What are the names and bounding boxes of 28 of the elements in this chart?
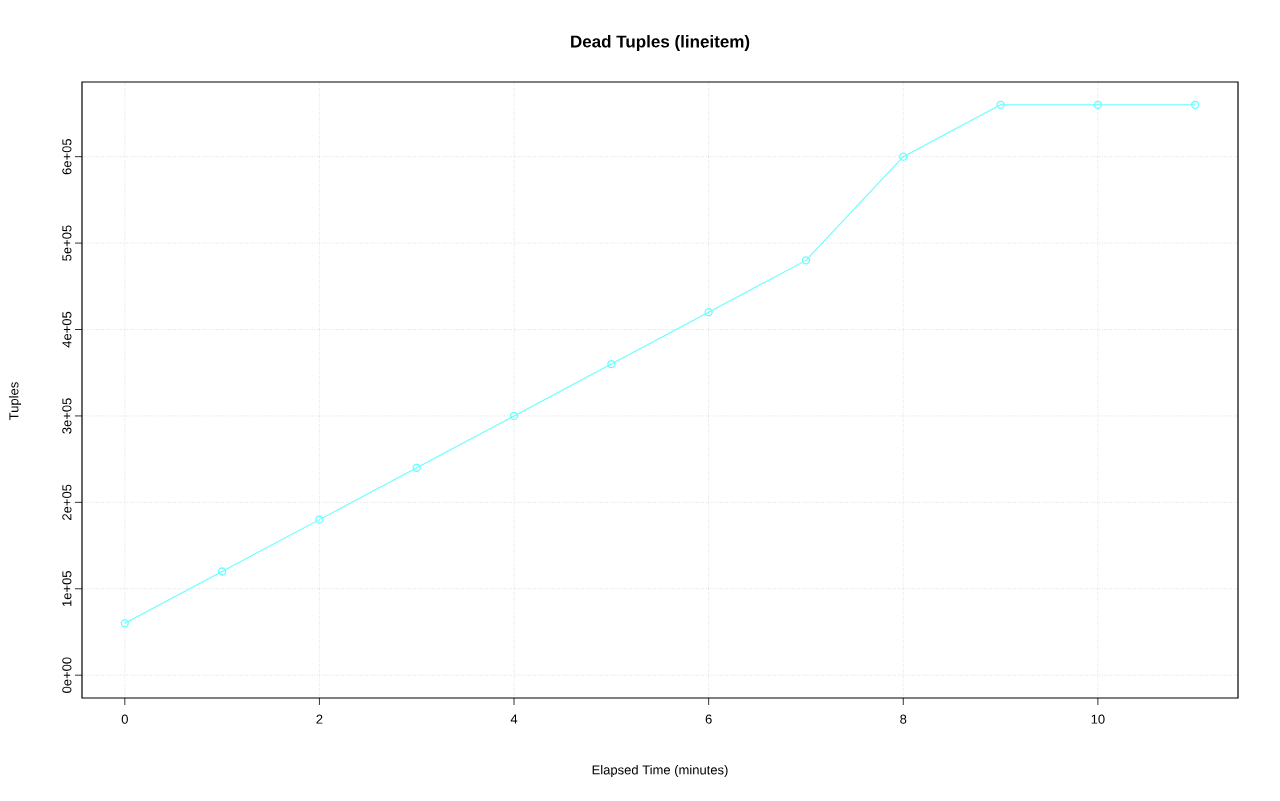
point (315, 515, 324, 524)
point (801, 256, 811, 265)
point (509, 411, 519, 421)
point (217, 567, 227, 576)
point (120, 619, 129, 628)
y-tick-label: 4e+05 (62, 311, 72, 348)
point (607, 359, 616, 369)
x-tick-label: 10 (1091, 714, 1105, 724)
point (412, 463, 421, 472)
x-tick-label: 4 (510, 714, 518, 724)
y-tick-label: 1e+05 (62, 571, 72, 607)
y-tick-label: 0e+00 (62, 657, 72, 693)
x-tick-label: 0 (121, 714, 128, 724)
x-axis-title: Elapsed Time (minutes) (592, 764, 728, 778)
chart-title: Dead Tuples (lineitem) (571, 35, 750, 51)
x-tick-label: 2 (316, 714, 323, 724)
y-tick-label: 5e+05 (62, 225, 72, 261)
point (899, 152, 908, 161)
point (704, 308, 713, 317)
point (1093, 100, 1103, 109)
point (996, 100, 1005, 109)
x-tick-label: 8 (900, 714, 907, 724)
y-tick-label: 2e+05 (62, 484, 72, 520)
y-axis-title: Tuples (8, 382, 22, 420)
x-tick-label: 6 (705, 714, 712, 724)
y-tick-label: 6e+05 (62, 138, 72, 175)
y-tick-label: 3e+05 (62, 398, 72, 434)
point (1191, 100, 1200, 109)
